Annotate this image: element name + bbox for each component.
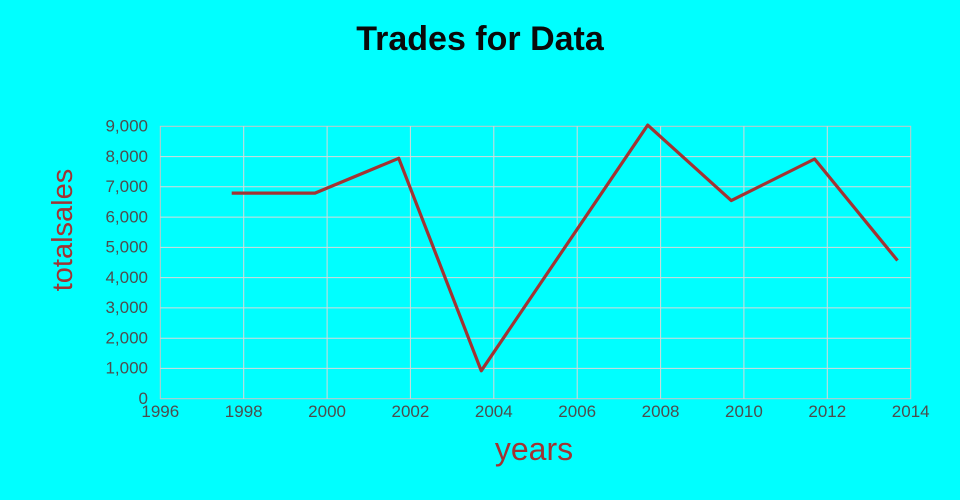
svg-text:7,000: 7,000 [105,177,148,196]
svg-text:2000: 2000 [308,402,346,421]
svg-text:2008: 2008 [642,402,680,421]
svg-text:1998: 1998 [225,402,263,421]
svg-text:3,000: 3,000 [105,298,148,317]
svg-text:5,000: 5,000 [105,238,148,257]
svg-text:2014: 2014 [892,402,930,421]
svg-text:1,000: 1,000 [105,359,148,378]
svg-text:2004: 2004 [475,402,513,421]
svg-text:2002: 2002 [391,402,429,421]
svg-text:years: years [495,431,573,467]
svg-text:totalsales: totalsales [47,169,79,292]
svg-text:1996: 1996 [141,402,179,421]
svg-text:4,000: 4,000 [105,268,148,287]
svg-text:2,000: 2,000 [105,328,148,347]
svg-text:2012: 2012 [808,402,846,421]
svg-text:6,000: 6,000 [105,207,148,226]
svg-text:2010: 2010 [725,402,763,421]
svg-text:8,000: 8,000 [105,147,148,166]
svg-text:2006: 2006 [558,402,596,421]
svg-text:9,000: 9,000 [105,117,148,136]
